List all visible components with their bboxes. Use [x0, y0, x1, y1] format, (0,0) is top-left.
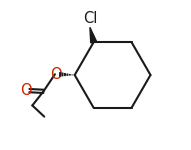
- Text: Cl: Cl: [83, 11, 97, 26]
- Text: O: O: [20, 83, 32, 98]
- Text: O: O: [50, 67, 62, 82]
- Polygon shape: [90, 27, 96, 43]
